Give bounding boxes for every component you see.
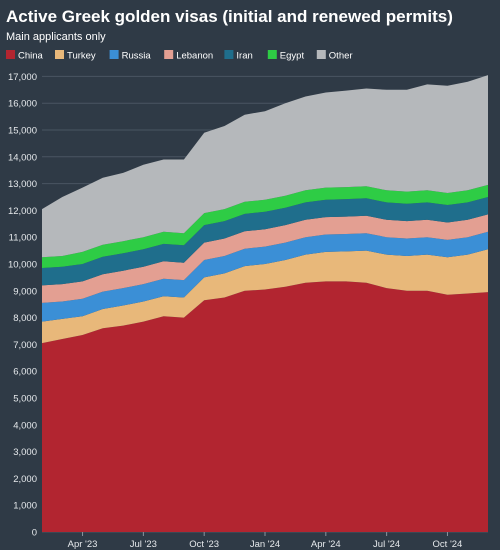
y-tick-label: 12,000: [8, 206, 37, 217]
legend-swatch-iran: [224, 50, 234, 59]
area-turkey: [42, 249, 488, 344]
y-tick-label: 17,000: [8, 72, 37, 83]
area-lebanon: [42, 214, 488, 303]
legend-swatch-other: [316, 50, 326, 59]
area-series: [42, 75, 488, 532]
legend-swatch-china: [6, 50, 15, 59]
y-tick-label: 10,000: [8, 260, 37, 271]
y-tick-label: 8,000: [13, 313, 37, 324]
x-tick-label: Jul '23: [130, 539, 157, 550]
y-tick-label: 11,000: [9, 233, 37, 244]
x-axis: Apr '23 Jul '23 Oct '23 Jan '24 Apr '24 Jul '…: [68, 532, 463, 550]
legend-label-egypt: Egypt: [280, 51, 305, 62]
legend-swatch-russia: [109, 50, 119, 59]
y-tick-label: 4,000: [13, 420, 37, 431]
legend-label-russia: Russia: [122, 51, 152, 62]
x-tick-label: Oct '23: [189, 539, 219, 550]
y-tick-label: 3,000: [13, 447, 37, 458]
area-egypt: [42, 184, 488, 268]
x-tick-label: Apr '23: [68, 539, 98, 550]
y-tick-label: 9,000: [13, 286, 37, 297]
x-tick-label: Apr '24: [311, 539, 341, 550]
legend-swatch-lebanon: [164, 50, 174, 59]
y-tick-label: 14,000: [8, 152, 37, 163]
y-tick-label: 15,000: [8, 126, 37, 137]
chart-title: Active Greek golden visas (initial and r…: [6, 7, 453, 26]
legend-swatch-egypt: [267, 50, 277, 59]
y-tick-label: 0: [32, 528, 37, 539]
area-other: [42, 75, 488, 258]
y-tick-label: 1,000: [13, 501, 37, 512]
y-tick-label: 13,000: [8, 179, 37, 190]
legend-label-china: China: [18, 51, 44, 62]
x-tick-label: Oct '24: [433, 539, 463, 550]
legend-label-lebanon: Lebanon: [176, 51, 213, 62]
y-tick-label: 7,000: [13, 340, 37, 351]
y-tick-label: 5,000: [13, 394, 37, 405]
area-china: [42, 281, 488, 532]
chart-subtitle: Main applicants only: [6, 31, 106, 43]
legend-label-turkey: Turkey: [67, 51, 96, 62]
y-axis: 0 1,000 2,000 3,000 4,000 5,000 6,000 7,000 8,00…: [8, 72, 37, 539]
area-iran: [42, 197, 488, 286]
y-tick-label: 6,000: [13, 367, 37, 378]
y-tick-label: 16,000: [8, 99, 37, 110]
y-tick-label: 2,000: [13, 474, 37, 485]
legend: China Turkey Russia Lebanon Iran Egypt Other: [6, 50, 353, 62]
legend-swatch-turkey: [55, 50, 64, 59]
x-tick-label: Jan '24: [250, 539, 280, 550]
legend-label-other: Other: [329, 51, 353, 62]
area-russia: [42, 231, 488, 322]
legend-label-iran: Iran: [236, 51, 252, 62]
x-tick-label: Jul '24: [373, 539, 400, 550]
